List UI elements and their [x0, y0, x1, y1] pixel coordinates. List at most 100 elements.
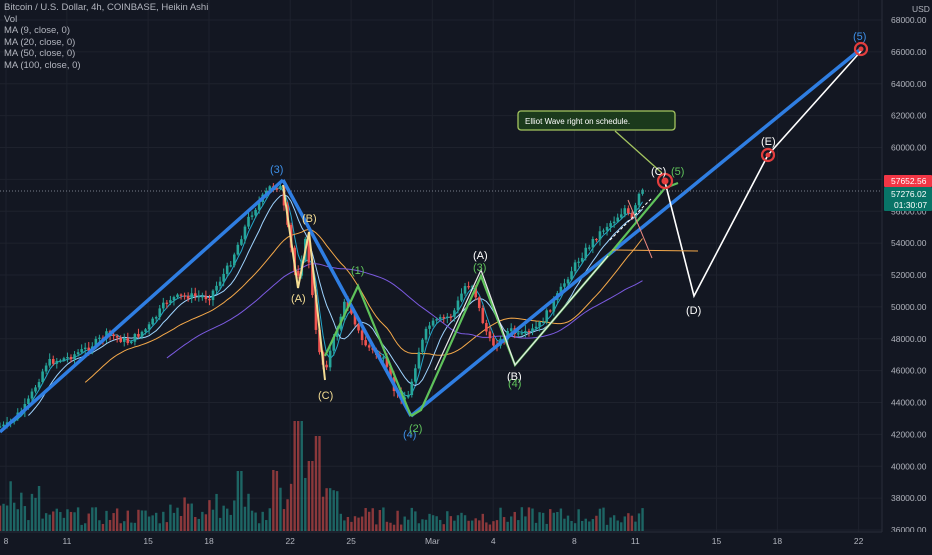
- candle-body: [243, 226, 247, 240]
- volume-bar: [218, 517, 222, 531]
- volume-bar: [293, 421, 296, 531]
- volume-bar: [343, 520, 346, 531]
- volume-bar: [66, 509, 69, 531]
- candle-body: [162, 302, 165, 309]
- candle-body: [247, 216, 250, 227]
- volume-bar: [130, 522, 133, 531]
- candle-body: [563, 283, 566, 287]
- volume-bar: [13, 502, 16, 531]
- time-tick-8: 8: [572, 536, 577, 546]
- volume-bar: [456, 515, 460, 531]
- candle-body: [229, 265, 233, 267]
- wave-label-w5: (5): [853, 31, 866, 43]
- time-tick-9: 11: [631, 536, 640, 546]
- candle-body: [314, 295, 318, 330]
- candle-body: [44, 365, 48, 372]
- volume-bar: [520, 507, 524, 531]
- candle-body: [208, 299, 211, 301]
- candle-body: [48, 358, 51, 366]
- candle-body: [318, 329, 321, 353]
- target-circle-dot: [858, 46, 864, 52]
- volume-bar: [62, 517, 66, 531]
- volume-bar: [378, 510, 382, 531]
- candle-body: [2, 424, 5, 427]
- candle-body: [435, 319, 438, 321]
- time-tick-7: 4: [491, 536, 496, 546]
- volume-bar: [229, 514, 232, 531]
- candle-body: [460, 293, 463, 301]
- time-tick-1: 11: [62, 536, 71, 546]
- candle-body: [364, 340, 367, 346]
- candle-body: [215, 285, 218, 291]
- volume-bar: [428, 513, 431, 531]
- time-axis-bg: [0, 532, 932, 550]
- candle-body: [531, 328, 534, 331]
- volume-bar: [527, 507, 531, 531]
- candle-body: [627, 208, 630, 214]
- candle-body: [389, 366, 392, 378]
- candle-body: [275, 188, 279, 190]
- volume-bar: [595, 515, 598, 531]
- volume-bar: [215, 493, 218, 531]
- candle-body: [410, 381, 414, 396]
- volume-bar: [169, 504, 172, 531]
- volume-bar: [435, 516, 438, 531]
- candle-body: [421, 339, 424, 353]
- volume-bar: [257, 523, 261, 531]
- volume-bar: [190, 503, 193, 531]
- volume-bar: [414, 511, 417, 531]
- candle-body: [367, 345, 371, 348]
- volume-bar: [16, 509, 19, 531]
- volume-bar: [389, 522, 392, 531]
- time-tick-10: 15: [712, 536, 722, 546]
- volume-bar: [463, 515, 467, 531]
- time-tick-3: 18: [204, 536, 214, 546]
- candle-body: [527, 330, 531, 333]
- volume-bar: [233, 500, 236, 531]
- volume-bar: [424, 519, 428, 531]
- volume-bar: [350, 521, 353, 531]
- volume-bar: [250, 510, 254, 531]
- volume-bars: [0, 421, 644, 531]
- time-tick-4: 22: [285, 536, 295, 546]
- volume-bar: [612, 515, 616, 531]
- volume-bar: [573, 523, 577, 531]
- candle-body: [524, 330, 527, 334]
- volume-bar: [588, 521, 591, 531]
- candle-body: [147, 324, 151, 330]
- volume-bar: [272, 469, 275, 531]
- volume-bar: [55, 508, 58, 531]
- volume-bar: [123, 521, 126, 531]
- candle-body: [140, 331, 144, 337]
- candle-body: [442, 317, 446, 319]
- volume-bar: [204, 514, 208, 531]
- candle-body: [37, 382, 41, 388]
- candle-body: [637, 193, 641, 206]
- candle-body: [30, 391, 34, 399]
- volume-bar: [73, 512, 76, 531]
- time-tick-11: 18: [773, 536, 783, 546]
- candle-body: [385, 357, 389, 367]
- volume-bar: [226, 508, 229, 531]
- candle-body: [0, 426, 2, 428]
- candle-body: [169, 300, 172, 303]
- wave-label-wB2: (B): [507, 371, 522, 383]
- volume-bar: [545, 523, 548, 531]
- volume-bar: [126, 510, 129, 531]
- drawings: Elliot Wave right on schedule.: [0, 41, 882, 434]
- volume-bar: [87, 513, 90, 531]
- volume-bar: [144, 510, 147, 531]
- last-price-label: 57652.56: [891, 176, 927, 186]
- horizontal-ray: [611, 249, 699, 252]
- volume-bar: [559, 508, 563, 531]
- volume-bar: [517, 520, 520, 531]
- candle-body: [509, 328, 513, 332]
- volume-bar: [240, 471, 243, 531]
- volume-bar: [417, 523, 421, 531]
- price-tick-14: 40000.00: [891, 461, 927, 471]
- candle-body: [268, 186, 272, 191]
- volume-bar: [577, 509, 580, 531]
- candle-body: [350, 307, 353, 314]
